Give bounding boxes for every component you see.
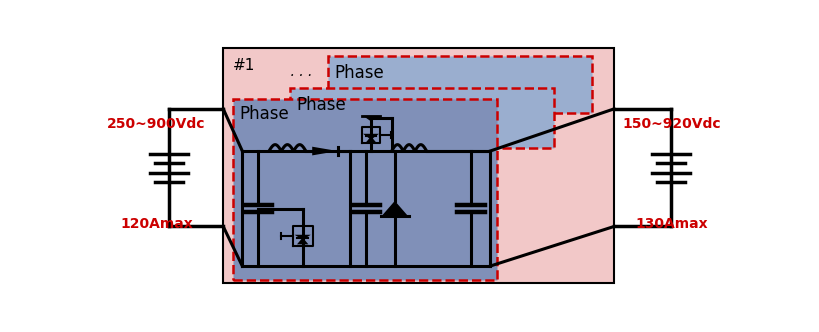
Text: #1: #1 — [233, 58, 255, 73]
Polygon shape — [294, 235, 310, 240]
FancyBboxPatch shape — [233, 99, 496, 280]
FancyBboxPatch shape — [328, 56, 591, 113]
Text: . . .: . . . — [290, 65, 311, 79]
Text: Phase: Phase — [296, 96, 346, 114]
Text: Phase: Phase — [239, 105, 288, 123]
Text: Phase: Phase — [334, 64, 384, 82]
FancyBboxPatch shape — [290, 88, 553, 148]
Text: 130Amax: 130Amax — [634, 217, 707, 231]
Polygon shape — [312, 147, 337, 155]
Text: 120Amax: 120Amax — [120, 217, 192, 231]
Polygon shape — [363, 134, 378, 140]
Polygon shape — [381, 201, 408, 216]
Text: 150~920Vdc: 150~920Vdc — [621, 117, 720, 131]
Polygon shape — [365, 136, 376, 142]
Polygon shape — [363, 116, 378, 121]
FancyBboxPatch shape — [223, 47, 613, 283]
Text: 250~900Vdc: 250~900Vdc — [107, 117, 206, 131]
Polygon shape — [296, 238, 308, 244]
